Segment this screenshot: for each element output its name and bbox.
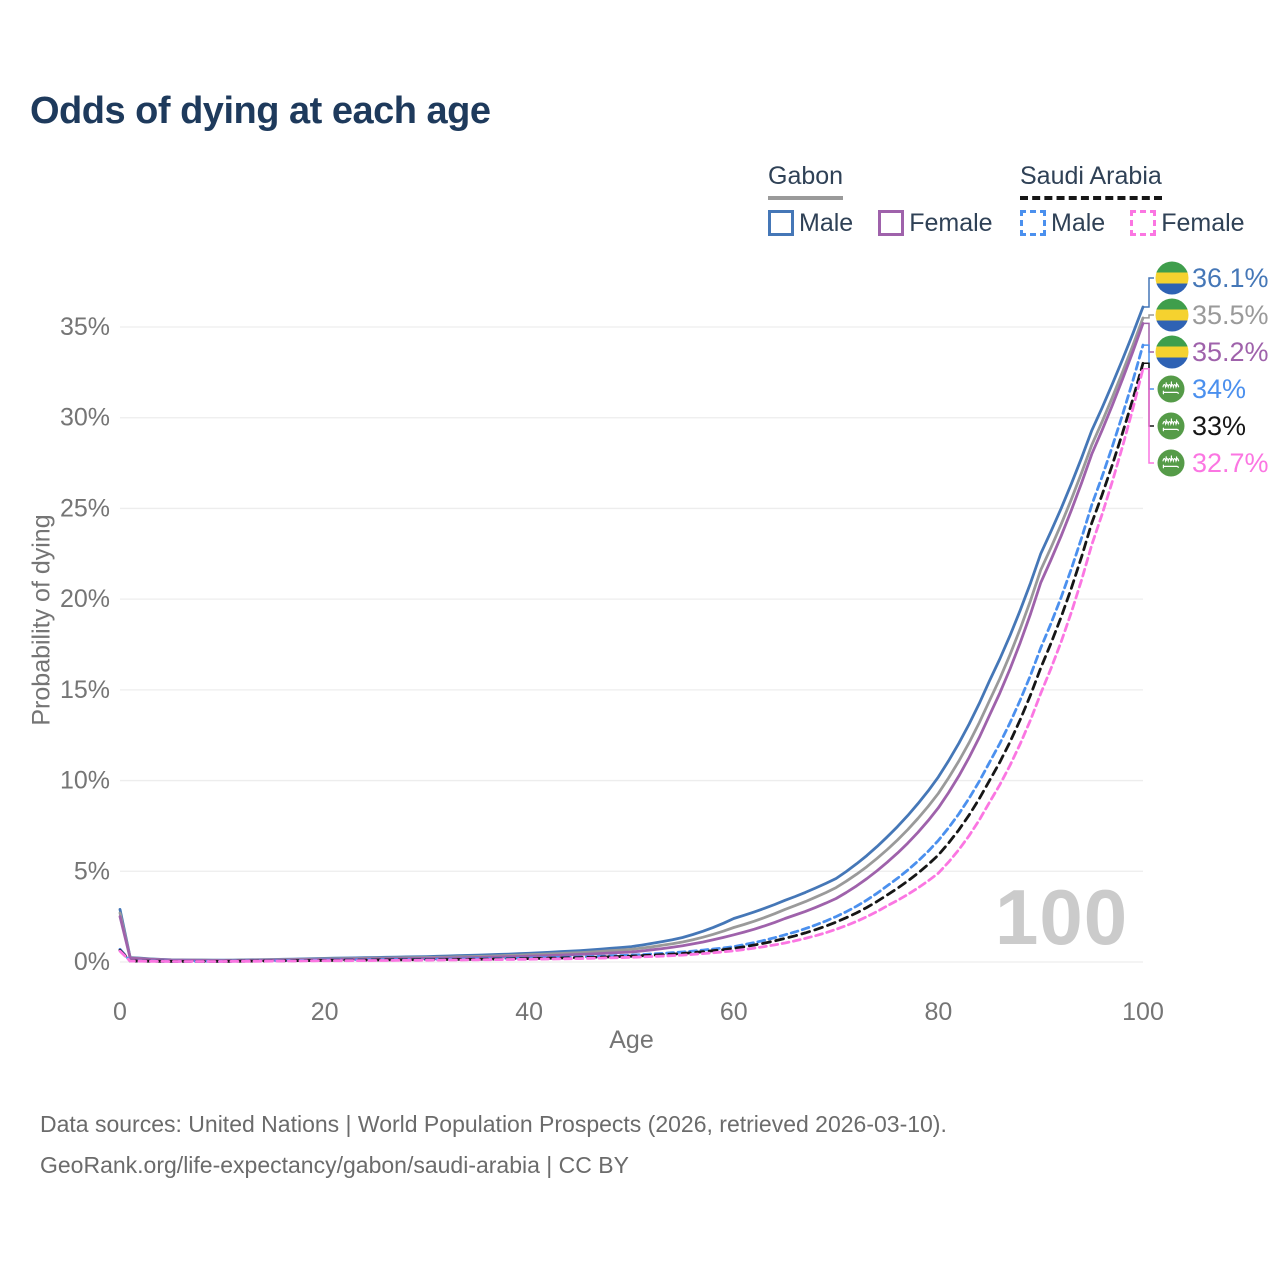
series-line-saudi-arabia-male[interactable] (118, 343, 1145, 963)
leader-line (1143, 314, 1154, 319)
legend-header-gabon[interactable]: Gabon (768, 162, 844, 200)
saudi-flag-icon (1157, 375, 1185, 403)
gabon-female-swatch-icon[interactable] (878, 210, 905, 236)
footer-data-sources: Data sources: United Nations | World Pop… (40, 1111, 947, 1137)
saudi-sword-glyph (1162, 427, 1179, 432)
footer-attribution: GeoRank.org/life-expectancy/gabon/saudi-… (40, 1152, 629, 1178)
x-tick-label: 0 (113, 998, 127, 1026)
legend-header-saudi-arabia[interactable]: Saudi Arabia (1020, 162, 1162, 200)
y-axis-title: Probability of dying (27, 514, 56, 726)
end-value-label: 33% (1192, 411, 1246, 441)
end-value-label: 35.5% (1192, 300, 1269, 330)
saudi-script-glyph (1162, 418, 1180, 426)
series-line-gabon-male[interactable] (118, 305, 1145, 962)
saudi-male-swatch-icon[interactable] (1020, 210, 1046, 236)
series-line-gabon-both-sexes[interactable] (118, 316, 1145, 962)
legend-label-gabon-male[interactable]: Male (799, 208, 854, 237)
y-tick-label: 30% (60, 404, 110, 432)
saudi-script-glyph (1162, 455, 1180, 463)
x-tick-label: 100 (1122, 998, 1164, 1026)
y-tick-label: 25% (60, 494, 110, 522)
footer: Data sources: United Nations | World Pop… (40, 1104, 947, 1186)
saudi-script-glyph (1162, 381, 1180, 389)
gabon-male-swatch-icon[interactable] (768, 210, 794, 236)
y-tick-label: 0% (74, 948, 110, 976)
y-tick-label: 20% (60, 585, 110, 613)
series-line-gabon-female[interactable] (118, 322, 1145, 962)
saudi-flag-icon (1157, 412, 1185, 440)
y-tick-label: 10% (60, 767, 110, 795)
end-value-label: 34% (1192, 374, 1246, 404)
x-tick-label: 80 (924, 998, 952, 1026)
legend-label-saudi-male[interactable]: Male (1051, 208, 1106, 237)
saudi-female-swatch-icon[interactable] (1130, 210, 1157, 236)
x-axis-title: Age (609, 1026, 654, 1054)
saudi-sword-glyph (1162, 464, 1179, 469)
series-line-saudi-arabia-female[interactable] (118, 367, 1145, 963)
age-watermark: 100 (995, 873, 1129, 961)
x-tick-label: 20 (311, 998, 339, 1026)
legend-group-gabon: Gabon Male Female (768, 162, 1013, 238)
legend-label-gabon-female[interactable]: Female (909, 208, 993, 237)
y-tick-label: 15% (60, 676, 110, 704)
leader-line (1143, 322, 1154, 353)
end-value-label: 35.2% (1192, 337, 1269, 367)
legend-group-saudi-arabia: Saudi Arabia Male Female (1020, 162, 1265, 238)
legend-label-saudi-female[interactable]: Female (1161, 208, 1245, 237)
page-title: Odds of dying at each age (30, 90, 491, 132)
saudi-sword-glyph (1162, 390, 1179, 395)
gabon-flag-icon (1155, 298, 1189, 332)
leader-line (1143, 367, 1154, 464)
x-tick-label: 60 (720, 998, 748, 1026)
y-tick-label: 5% (74, 857, 110, 885)
leader-line (1143, 277, 1154, 308)
y-tick-label: 35% (60, 313, 110, 341)
gabon-flag-icon (1155, 335, 1189, 369)
gabon-flag-icon (1155, 261, 1189, 295)
saudi-flag-icon (1157, 449, 1185, 477)
end-value-label: 36.1% (1192, 263, 1269, 293)
end-value-label: 32.7% (1192, 448, 1269, 478)
x-tick-label: 40 (515, 998, 543, 1026)
